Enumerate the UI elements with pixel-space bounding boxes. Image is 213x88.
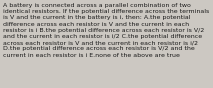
Text: A battery is connected across a parallel combination of two identical resistors.: A battery is connected across a parallel… bbox=[3, 3, 209, 58]
